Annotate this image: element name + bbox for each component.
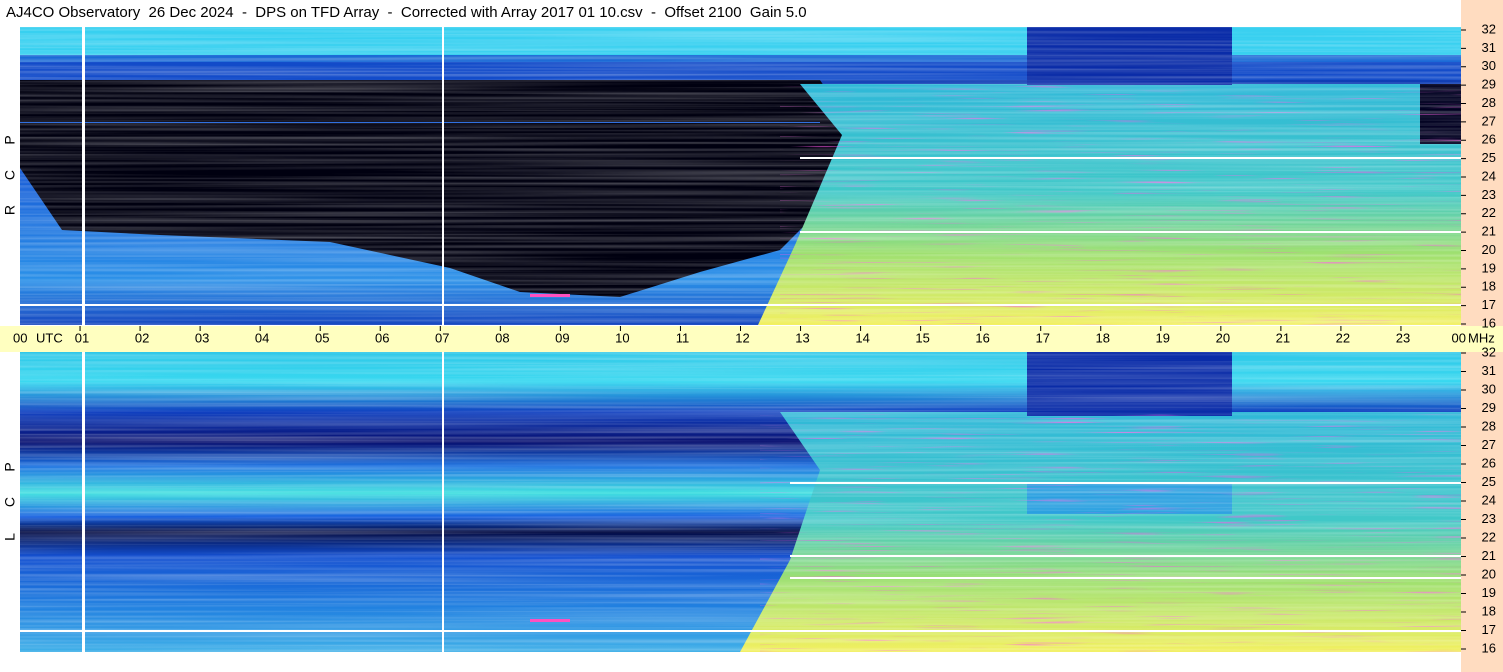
polarization-letter: L xyxy=(2,533,18,541)
frequency-label: 23 xyxy=(1482,187,1496,202)
frequency-label: 17 xyxy=(1482,297,1496,312)
frequency-label: 22 xyxy=(1482,529,1496,544)
frequency-label: 25 xyxy=(1482,474,1496,489)
frequency-label: 30 xyxy=(1482,381,1496,396)
hour-label: 10 xyxy=(615,330,629,345)
hour-label: 02 xyxy=(135,330,149,345)
frequency-label: 30 xyxy=(1482,58,1496,73)
frequency-label: 32 xyxy=(1482,344,1496,359)
hour-label: 12 xyxy=(735,330,749,345)
time-axis-strip xyxy=(0,326,1503,352)
frequency-label: 28 xyxy=(1482,418,1496,433)
frequency-label: 25 xyxy=(1482,150,1496,165)
frequency-label: 24 xyxy=(1482,168,1496,183)
polarization-letter: R xyxy=(2,205,18,215)
hour-label: 06 xyxy=(375,330,389,345)
frequency-label: 27 xyxy=(1482,113,1496,128)
hour-label: 01 xyxy=(75,330,89,345)
frequency-label: 31 xyxy=(1482,363,1496,378)
frequency-label: 16 xyxy=(1482,315,1496,330)
frequency-label: 19 xyxy=(1482,585,1496,600)
frequency-label: 26 xyxy=(1482,455,1496,470)
frequency-label: 28 xyxy=(1482,95,1496,110)
frequency-label: 18 xyxy=(1482,279,1496,294)
frequency-label: 16 xyxy=(1482,640,1496,655)
frequency-label: 27 xyxy=(1482,437,1496,452)
hour-label: 19 xyxy=(1156,330,1170,345)
frequency-label: 31 xyxy=(1482,40,1496,55)
frequency-label: 23 xyxy=(1482,511,1496,526)
hour-label: 14 xyxy=(855,330,869,345)
hour-label: 23 xyxy=(1396,330,1410,345)
bottom-margin xyxy=(0,652,1461,672)
rcp-spectrogram xyxy=(20,27,1461,325)
lcp-spectrogram xyxy=(20,352,1461,652)
hour-label: 00 xyxy=(13,330,27,345)
hour-label: 05 xyxy=(315,330,329,345)
title: AJ4CO Observatory 26 Dec 2024 - DPS on T… xyxy=(6,4,807,21)
hour-label: 07 xyxy=(435,330,449,345)
hour-label: 18 xyxy=(1096,330,1110,345)
frequency-label: 21 xyxy=(1482,224,1496,239)
hour-label: 16 xyxy=(975,330,989,345)
frequency-unit-label: MHz xyxy=(1468,330,1495,345)
frequency-label: 20 xyxy=(1482,242,1496,257)
frequency-label: 22 xyxy=(1482,205,1496,220)
frequency-label: 24 xyxy=(1482,492,1496,507)
hour-label: 00 xyxy=(1452,330,1466,345)
frequency-label: 32 xyxy=(1482,21,1496,36)
frequency-label: 29 xyxy=(1482,400,1496,415)
hour-label: 13 xyxy=(795,330,809,345)
hour-label: 15 xyxy=(915,330,929,345)
hour-label: 03 xyxy=(195,330,209,345)
polarization-letter: P xyxy=(2,462,18,471)
frequency-label: 29 xyxy=(1482,77,1496,92)
frequency-label: 19 xyxy=(1482,260,1496,275)
frequency-label: 21 xyxy=(1482,548,1496,563)
hour-label: 04 xyxy=(255,330,269,345)
hour-label: 22 xyxy=(1336,330,1350,345)
title-bar xyxy=(0,0,1503,26)
frequency-label: 20 xyxy=(1482,566,1496,581)
frequency-label: 26 xyxy=(1482,132,1496,147)
hour-label: 09 xyxy=(555,330,569,345)
hour-label: 21 xyxy=(1276,330,1290,345)
hour-label: 17 xyxy=(1035,330,1049,345)
polarization-letter: C xyxy=(2,497,18,507)
hour-label: 08 xyxy=(495,330,509,345)
frequency-label: 17 xyxy=(1482,622,1496,637)
hour-label: 20 xyxy=(1216,330,1230,345)
polarization-letter: P xyxy=(2,135,18,144)
hour-label: 11 xyxy=(676,330,690,345)
frequency-label: 18 xyxy=(1482,603,1496,618)
time-zone-label: UTC xyxy=(36,330,63,345)
polarization-letter: C xyxy=(2,170,18,180)
